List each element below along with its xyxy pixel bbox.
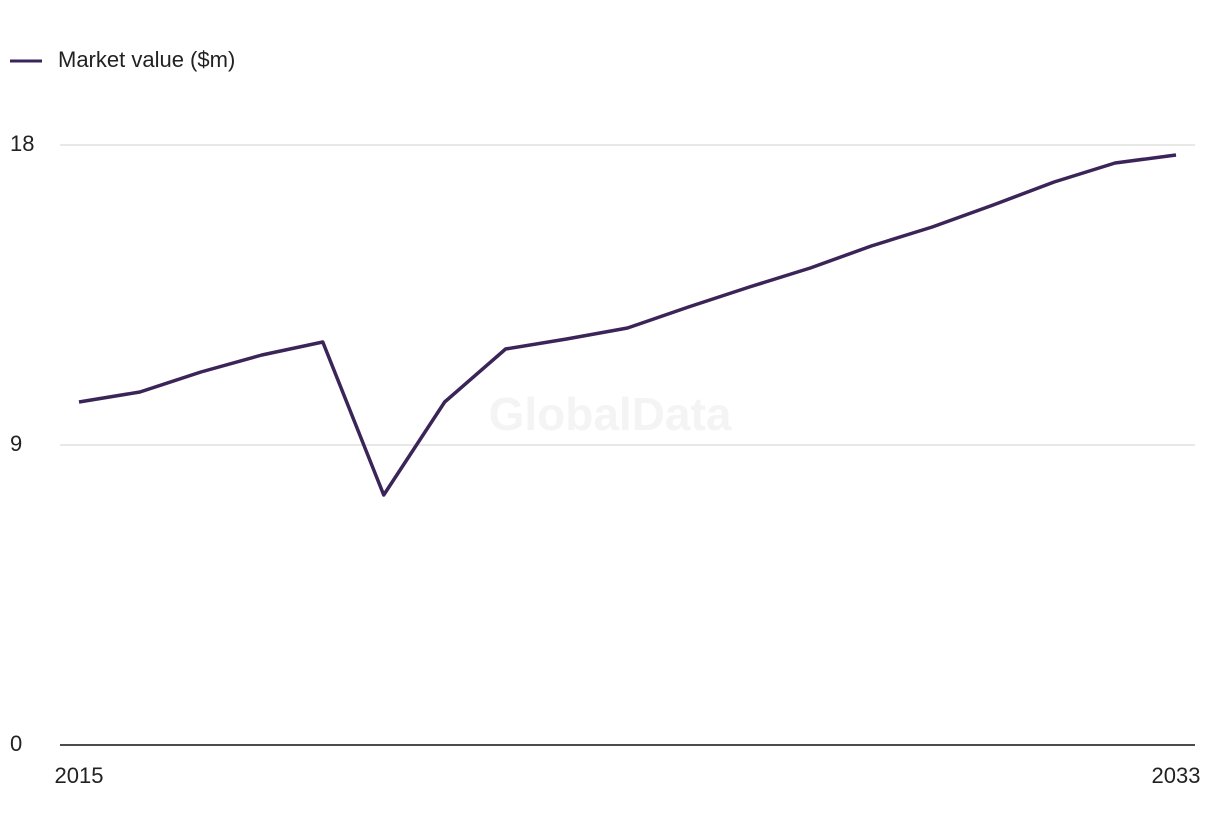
data-line (78, 153, 1177, 497)
y-tick-label: 0 (10, 731, 22, 756)
x-tick-label: 2015 (55, 763, 104, 788)
watermark: GlobalData (489, 388, 732, 440)
legend-label: Market value ($m) (58, 47, 235, 72)
x-tick-label: 2033 (1152, 763, 1201, 788)
y-tick-label: 9 (10, 431, 22, 456)
y-tick-label: 18 (10, 131, 34, 156)
